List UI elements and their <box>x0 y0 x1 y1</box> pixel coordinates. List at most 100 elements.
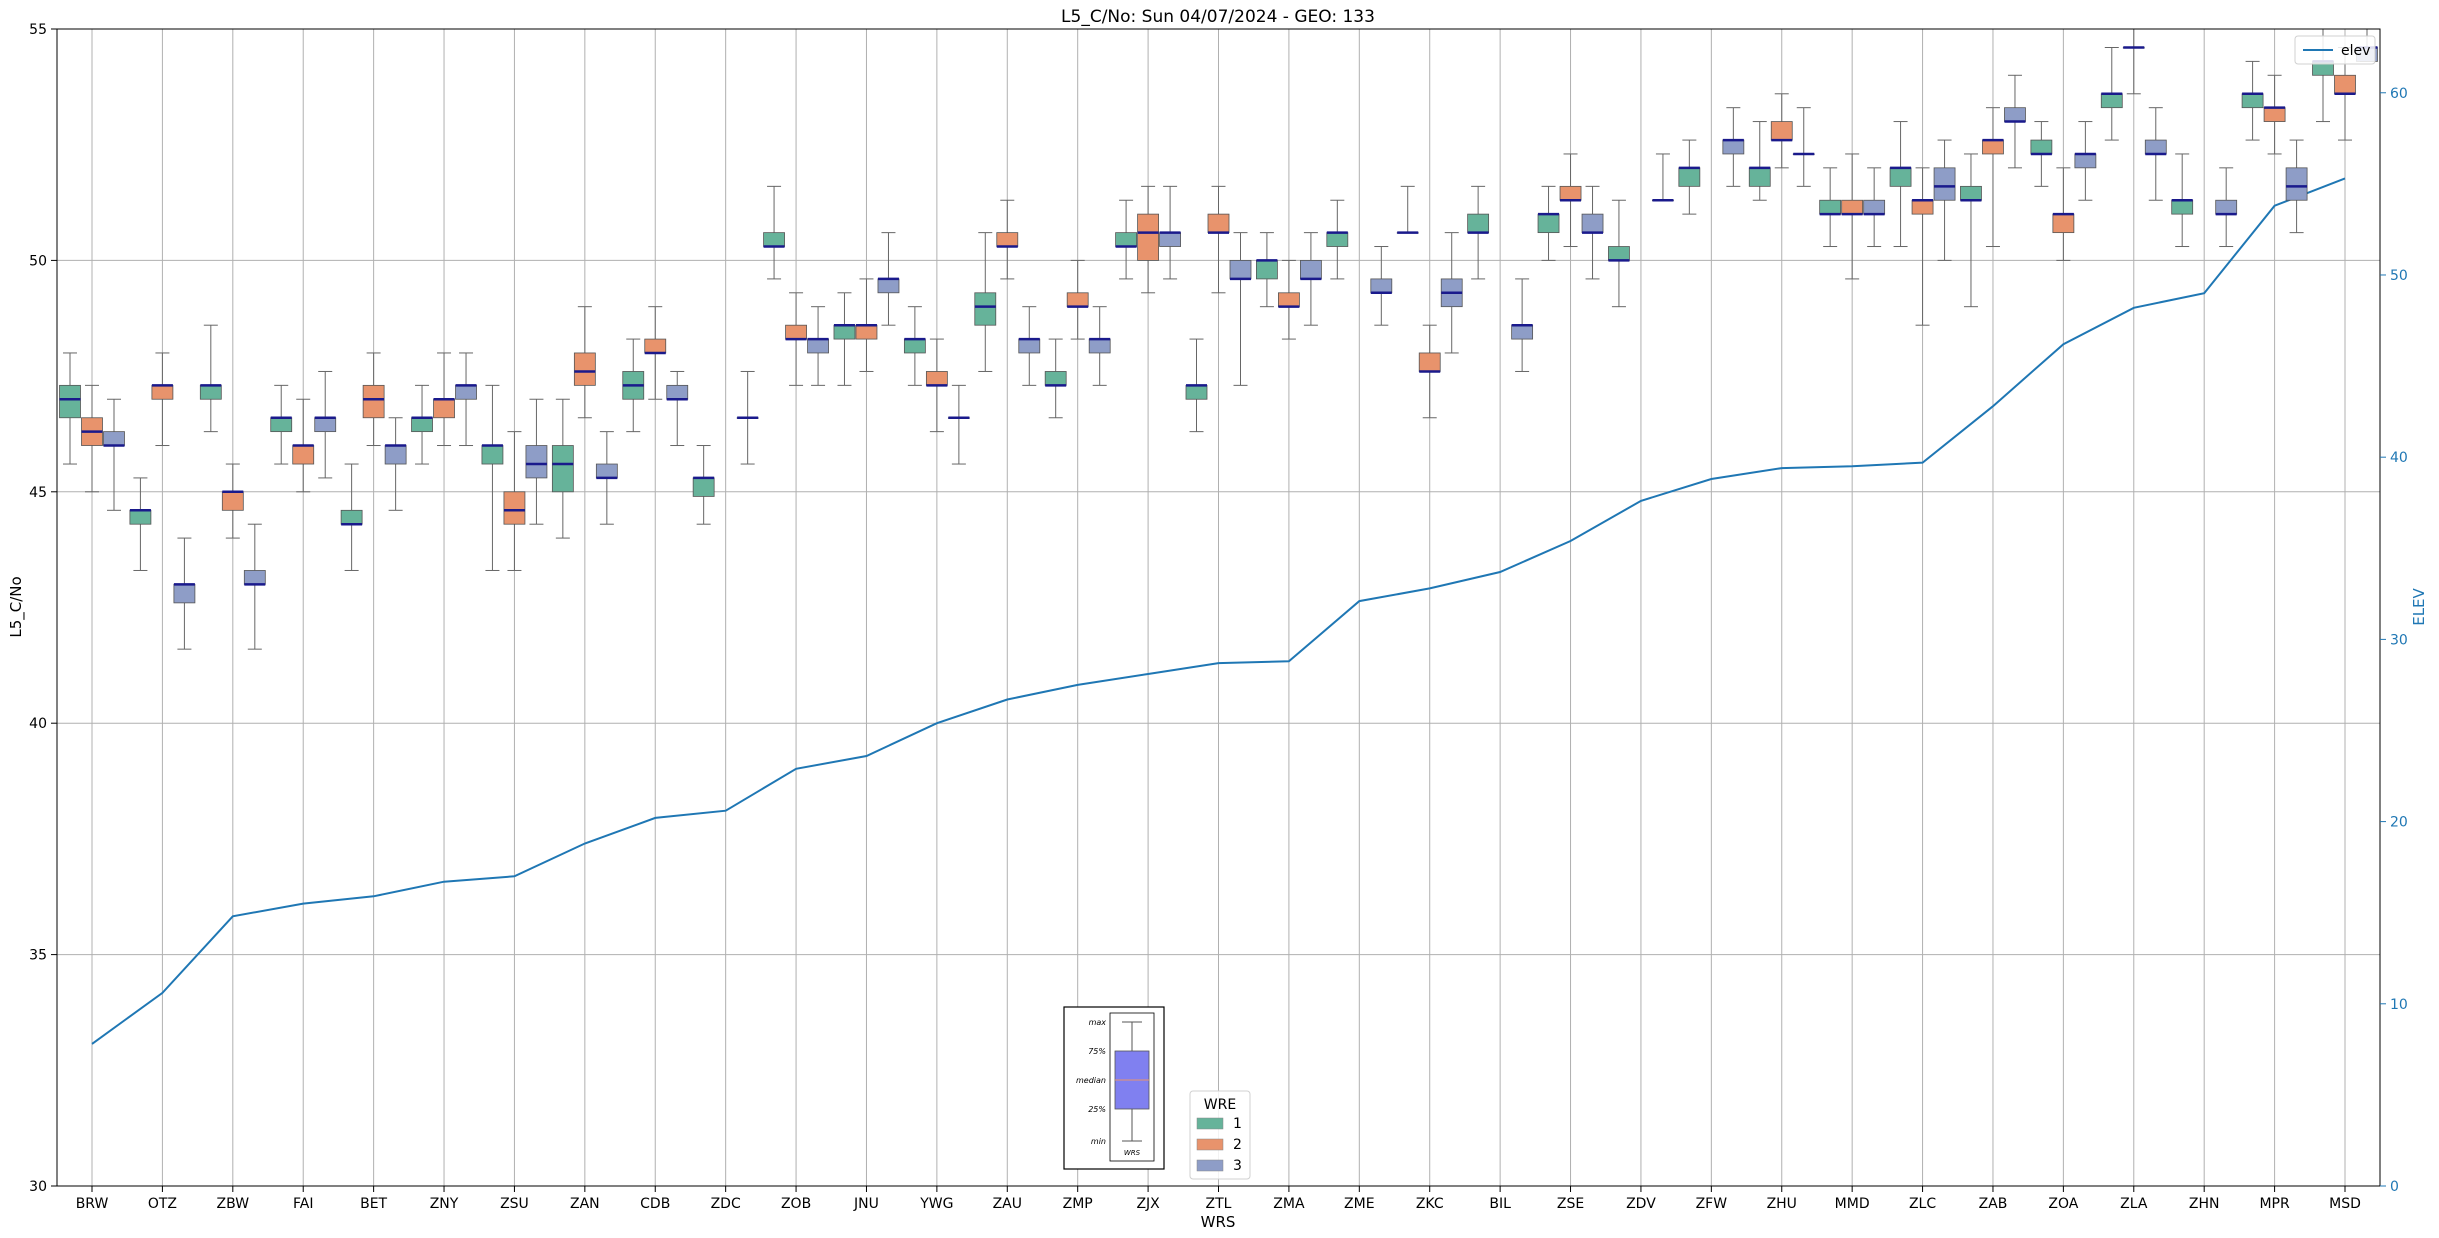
box-wre-2 <box>573 306 596 419</box>
iqr-box <box>151 384 174 400</box>
iqr-box <box>455 384 477 400</box>
box-wre-1 <box>1044 338 1067 419</box>
iqr-box <box>2263 107 2286 122</box>
box-wre-2 <box>855 278 878 372</box>
x-tick-label: ZTL <box>1206 1196 1232 1212</box>
box-wre-3 <box>1440 232 1463 354</box>
y2-tick-label: 0 <box>2390 1179 2399 1195</box>
box-wre-2 <box>433 352 455 447</box>
box-wre-2 <box>1418 324 1441 419</box>
iqr-box <box>1278 292 1300 308</box>
wre-legend-title: WRE <box>1204 1097 1236 1113</box>
x-tick-label: ZDV <box>1626 1196 1656 1212</box>
box-wre-2 <box>1559 153 1582 248</box>
iqr-box <box>103 431 125 446</box>
iqr-box <box>525 445 548 479</box>
box-layer <box>59 28 2378 650</box>
iqr-box <box>2285 167 2308 201</box>
iqr-box <box>1137 213 1159 261</box>
wre-legend-swatch-3 <box>1196 1159 1224 1172</box>
iqr-box <box>2074 153 2097 169</box>
box-wre-1 <box>2241 60 2264 141</box>
box-wre-2 <box>503 431 526 571</box>
iqr-box <box>270 417 293 433</box>
box-wre-1 <box>129 477 152 571</box>
iqr-box <box>1537 213 1560 234</box>
box-wre-3 <box>103 398 125 511</box>
iqr-box <box>1326 232 1349 247</box>
x-tick-label: ZHN <box>2189 1196 2220 1212</box>
x-tick-label: ZBW <box>217 1196 250 1212</box>
y2-tick-label: 20 <box>2390 815 2408 831</box>
iqr-box <box>996 232 1019 247</box>
box-key-25-label: 25% <box>1088 1105 1106 1114</box>
x-tick-label: BET <box>360 1196 387 1212</box>
x-tick-label: ZKC <box>1416 1196 1444 1212</box>
x-tick-label: ZMA <box>1273 1196 1305 1212</box>
x-axis-title: WRS <box>1201 1213 1236 1231</box>
chart-title: L5_C/No: Sun 04/07/2024 - GEO: 133 <box>1061 7 1375 27</box>
x-tick-label: FAI <box>293 1196 313 1212</box>
y2-axis-title: ELEV <box>2410 587 2428 625</box>
box-wre-2 <box>362 352 385 447</box>
iqr-box <box>59 384 81 419</box>
wre-legend-label-2: 2 <box>1233 1137 1242 1153</box>
iqr-box <box>1088 338 1111 354</box>
x-tick-label: BIL <box>1489 1196 1511 1212</box>
iqr-box <box>644 338 667 354</box>
y-axis-title: L5_C/No <box>7 576 26 637</box>
iqr-box <box>1841 199 1864 215</box>
x-tick-label: ZLA <box>2120 1196 2148 1212</box>
iqr-box <box>692 477 715 497</box>
box-wre-1 <box>833 292 856 386</box>
box-key-75-label: 75% <box>1088 1047 1106 1056</box>
iqr-box <box>1044 371 1067 386</box>
iqr-box <box>1256 259 1278 280</box>
iqr-box <box>903 338 926 354</box>
iqr-box <box>833 324 856 340</box>
box-wre-1 <box>411 384 433 465</box>
box-key-median-label: median <box>1076 1076 1106 1085</box>
x-tick-label: ZHU <box>1767 1196 1797 1212</box>
box-wre-3 <box>173 537 196 650</box>
iqr-box <box>1911 199 1934 215</box>
box-wre-2 <box>996 199 1019 280</box>
iqr-box <box>2052 213 2075 234</box>
x-tick-label: ZFW <box>1696 1196 1728 1212</box>
box-wre-3 <box>1722 107 1745 187</box>
iqr-box <box>855 324 878 340</box>
iqr-box <box>1115 232 1137 247</box>
x-tick-label: ZME <box>1344 1196 1375 1212</box>
iqr-box <box>1511 324 1534 340</box>
iqr-box <box>129 509 152 525</box>
box-wre-3 <box>2215 167 2238 248</box>
wre-legend-swatch-1 <box>1196 1117 1224 1130</box>
iqr-box <box>173 583 196 604</box>
iqr-box <box>1229 259 1252 280</box>
box-key-inner-frame <box>1109 1012 1155 1162</box>
iqr-box <box>2100 93 2123 109</box>
box-wre-1 <box>270 384 293 465</box>
box-wre-3 <box>1652 153 1674 202</box>
iqr-box <box>925 371 948 386</box>
wre-legend-label-1: 1 <box>1233 1116 1242 1132</box>
x-tick-label: ZSU <box>500 1196 529 1212</box>
iqr-box <box>1418 352 1441 372</box>
box-wre-3 <box>736 370 759 465</box>
iqr-box <box>362 384 385 419</box>
box-wre-1 <box>1819 167 1842 248</box>
box-wre-3 <box>1792 107 1815 187</box>
box-wre-3 <box>1018 306 1041 386</box>
box-wre-3 <box>1159 185 1181 280</box>
iqr-box <box>1889 167 1912 187</box>
x-tick-label: MSD <box>2329 1196 2361 1212</box>
iqr-box <box>1748 167 1771 187</box>
x-tick-label: ZOA <box>2048 1196 2078 1212</box>
box-key-min-label: min <box>1091 1137 1106 1146</box>
y2-tick-label: 30 <box>2390 632 2408 648</box>
iqr-box <box>666 384 689 400</box>
box-wre-3 <box>384 417 407 511</box>
iqr-box <box>551 445 574 493</box>
